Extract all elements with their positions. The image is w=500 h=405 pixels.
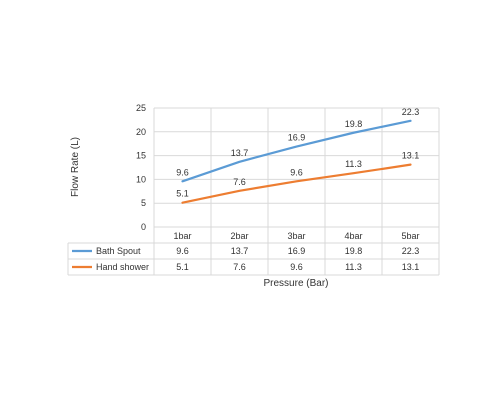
label-layer: 9.6 13.7 16.9 19.8 22.3 5.1 7.6 9.6 11.3 13.1 bbox=[176, 107, 419, 199]
table-cell-value: 13.7 bbox=[231, 246, 249, 256]
y-tick-label: 25 bbox=[136, 103, 146, 113]
data-label: 7.6 bbox=[233, 177, 246, 187]
data-label: 5.1 bbox=[176, 189, 189, 199]
y-tick-label: 10 bbox=[136, 174, 146, 184]
table-cell-value: 9.6 bbox=[176, 246, 189, 256]
y-tick-label: 5 bbox=[141, 198, 146, 208]
grid-layer bbox=[153, 107, 440, 275]
data-label: 9.6 bbox=[290, 167, 303, 177]
x-category-label: 3bar bbox=[287, 231, 305, 241]
table-cell-value: 9.6 bbox=[290, 262, 303, 272]
y-axis-title: Flow Rate (L) bbox=[70, 137, 81, 197]
data-label: 13.7 bbox=[231, 148, 249, 158]
data-table: 1bar 2bar 3bar 4bar 5bar Bath Spout 9.6 13.7 16.… bbox=[67, 226, 439, 276]
series-layer bbox=[181, 119, 412, 204]
table-cell-value: 5.1 bbox=[176, 262, 189, 272]
y-tick-label: 15 bbox=[136, 151, 146, 161]
table-cell-value: 13.1 bbox=[402, 262, 420, 272]
table-cell-value: 16.9 bbox=[288, 246, 306, 256]
data-label: 16.9 bbox=[288, 133, 306, 143]
x-category-label: 2bar bbox=[230, 231, 248, 241]
x-axis-title: Pressure (Bar) bbox=[263, 278, 328, 289]
legend-series-name: Bath Spout bbox=[96, 246, 141, 256]
data-label: 19.8 bbox=[345, 119, 363, 129]
data-label: 11.3 bbox=[345, 159, 362, 169]
data-label: 22.3 bbox=[402, 107, 420, 117]
series-line bbox=[181, 119, 412, 183]
data-label: 13.1 bbox=[402, 151, 420, 161]
table-cell-value: 19.8 bbox=[345, 246, 363, 256]
x-category-label: 1bar bbox=[173, 231, 191, 241]
table-cell-value: 22.3 bbox=[402, 246, 420, 256]
y-tick-label: 20 bbox=[136, 127, 146, 137]
y-tick-label: 0 bbox=[141, 222, 146, 232]
legend-series-name: Hand shower bbox=[96, 262, 149, 272]
table-cell-value: 7.6 bbox=[233, 262, 246, 272]
data-label: 9.6 bbox=[176, 167, 189, 177]
axis-layer: 0 5 10 15 20 25 bbox=[136, 103, 146, 232]
series-line bbox=[181, 163, 412, 204]
x-category-label: 4bar bbox=[344, 231, 362, 241]
table-cell-value: 11.3 bbox=[345, 262, 362, 272]
x-category-label: 5bar bbox=[401, 231, 419, 241]
